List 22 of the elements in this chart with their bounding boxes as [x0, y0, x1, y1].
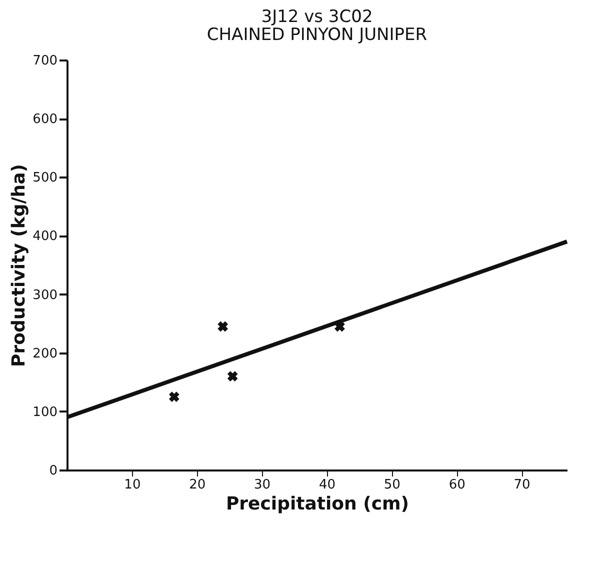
- chart-title: 3J12 vs 3C02: [261, 7, 373, 27]
- x-axis-title: Precipitation (cm): [226, 494, 410, 514]
- x-tick-label: 40: [318, 478, 336, 492]
- y-axis-title: Productivity (kg/ha): [8, 164, 30, 367]
- y-tick-label: 500: [32, 170, 58, 186]
- x-tick-label: 50: [384, 478, 400, 492]
- point: [168, 392, 180, 402]
- y-tick-label: 600: [32, 112, 58, 128]
- y-tick-label: 700: [32, 54, 58, 68]
- y-tick-label: 400: [32, 229, 58, 244]
- x-tick-label: 70: [514, 478, 530, 492]
- point: [218, 321, 228, 332]
- y-tick-label: 200: [32, 346, 58, 362]
- x-tick-label: 10: [124, 478, 141, 492]
- y-tick-label: 100: [32, 404, 58, 420]
- y-tick-label: 300: [32, 288, 58, 303]
- y-tick-label: 0: [49, 464, 58, 478]
- point: [227, 371, 238, 382]
- chart-subtitle: CHAINED PINYON JUNIPER: [206, 25, 428, 45]
- x-tick-label: 30: [254, 478, 271, 492]
- x-tick-label: 60: [448, 478, 466, 492]
- x-tick-label: 20: [189, 478, 206, 492]
